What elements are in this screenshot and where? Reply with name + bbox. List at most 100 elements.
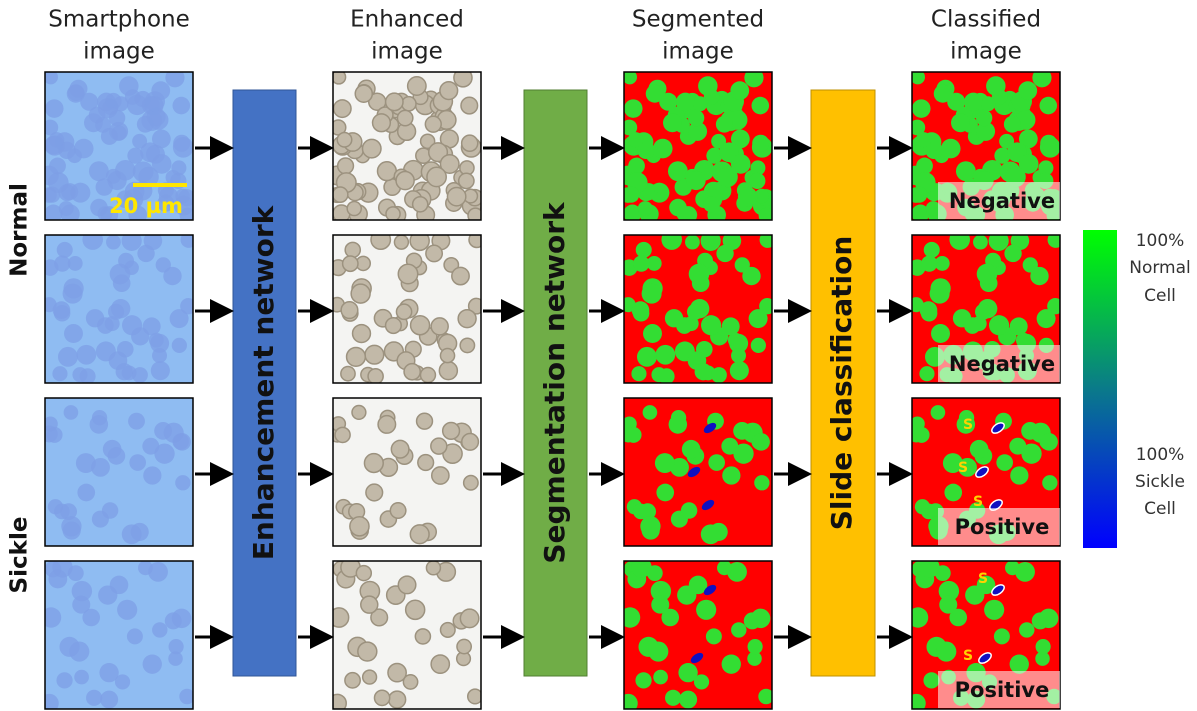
cell bbox=[387, 662, 407, 683]
cell bbox=[980, 96, 996, 112]
cell bbox=[733, 421, 751, 440]
cell bbox=[426, 166, 447, 188]
cell bbox=[158, 186, 179, 207]
cell bbox=[344, 671, 361, 689]
cell bbox=[641, 283, 662, 304]
cell bbox=[439, 153, 460, 174]
cell bbox=[357, 641, 378, 662]
cell bbox=[640, 516, 661, 537]
cell bbox=[462, 474, 479, 491]
cell bbox=[67, 565, 84, 582]
result-box bbox=[938, 508, 1060, 545]
cell bbox=[415, 412, 434, 430]
cell bbox=[964, 317, 981, 334]
cell bbox=[1018, 129, 1038, 149]
cell bbox=[717, 166, 738, 188]
cell bbox=[754, 475, 770, 491]
cell bbox=[944, 483, 963, 502]
cell bbox=[912, 204, 930, 220]
cell bbox=[62, 283, 83, 304]
sickle-cell bbox=[703, 584, 717, 596]
cell bbox=[751, 96, 770, 115]
cell bbox=[46, 426, 63, 443]
cell bbox=[635, 672, 652, 689]
cell bbox=[376, 161, 398, 182]
cell bbox=[411, 195, 429, 213]
cell bbox=[633, 255, 650, 272]
cell bbox=[680, 502, 698, 519]
cell bbox=[45, 204, 63, 220]
cell bbox=[363, 452, 384, 474]
cell bbox=[931, 324, 950, 343]
cell bbox=[457, 172, 475, 190]
cell bbox=[397, 575, 417, 595]
cell bbox=[396, 109, 414, 127]
column-header: image bbox=[83, 39, 155, 65]
cell bbox=[151, 129, 171, 149]
sickle-label: S bbox=[973, 494, 983, 510]
cell bbox=[969, 439, 989, 459]
cell bbox=[668, 415, 688, 434]
cell bbox=[56, 241, 73, 258]
cell bbox=[138, 166, 159, 188]
cell bbox=[635, 241, 652, 258]
cell bbox=[404, 599, 426, 621]
cell bbox=[637, 346, 657, 367]
cell bbox=[912, 186, 928, 203]
cell bbox=[100, 690, 119, 709]
cell bbox=[350, 283, 371, 304]
cell bbox=[101, 502, 119, 519]
cell bbox=[143, 466, 162, 485]
cell bbox=[459, 337, 476, 354]
cell bbox=[336, 131, 353, 148]
result-box bbox=[938, 182, 1060, 219]
cell bbox=[168, 651, 183, 666]
image-border bbox=[44, 71, 194, 221]
sickle-label: S bbox=[963, 417, 973, 433]
cell bbox=[916, 157, 933, 175]
cell bbox=[679, 690, 698, 709]
result-label: Positive bbox=[955, 515, 1050, 539]
cell bbox=[77, 483, 96, 502]
cell-image bbox=[45, 398, 193, 546]
cell bbox=[687, 303, 704, 320]
cell bbox=[397, 263, 419, 285]
cell bbox=[334, 426, 351, 444]
cell bbox=[752, 433, 770, 451]
cell bbox=[1021, 443, 1042, 464]
cell bbox=[921, 255, 938, 272]
cell bbox=[58, 201, 74, 216]
cell bbox=[721, 654, 741, 674]
cell bbox=[441, 421, 461, 440]
cell bbox=[425, 561, 442, 576]
cell bbox=[1004, 244, 1022, 263]
cell bbox=[349, 515, 370, 537]
cell bbox=[451, 266, 470, 286]
cell bbox=[346, 200, 363, 217]
cell bbox=[460, 134, 479, 153]
cell bbox=[121, 235, 142, 251]
cell bbox=[373, 689, 391, 707]
cell bbox=[340, 365, 356, 382]
cell bbox=[934, 255, 950, 271]
cell bbox=[730, 129, 750, 149]
cell bbox=[467, 297, 481, 315]
sickle-cell bbox=[975, 466, 989, 478]
cell bbox=[351, 404, 367, 421]
cell bbox=[748, 309, 768, 329]
cell bbox=[624, 607, 641, 628]
cell bbox=[1015, 561, 1035, 582]
cell bbox=[956, 415, 976, 434]
cell bbox=[461, 432, 480, 451]
cell bbox=[361, 669, 378, 685]
cell bbox=[430, 466, 450, 485]
cell bbox=[364, 344, 385, 365]
cell bbox=[72, 595, 91, 614]
cell bbox=[730, 154, 751, 174]
cell bbox=[371, 113, 392, 133]
sickle-cell bbox=[978, 652, 992, 664]
cell bbox=[678, 662, 698, 683]
cell bbox=[913, 426, 930, 443]
cell bbox=[341, 255, 359, 273]
cell bbox=[631, 366, 647, 382]
